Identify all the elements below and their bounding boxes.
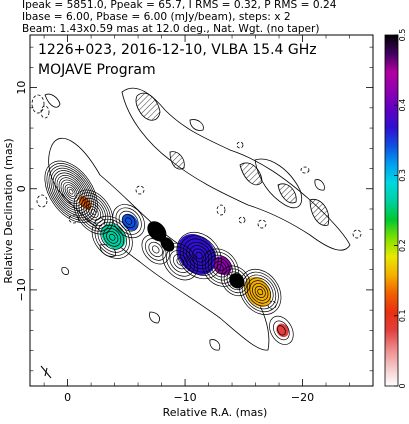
intensity-contour (210, 257, 230, 278)
y-axis-label: Relative Declination (mas) (2, 138, 15, 283)
intensity-contour (103, 227, 122, 247)
intensity-contour (85, 203, 102, 221)
intensity-contour (176, 231, 222, 280)
y-tick-label: 0 (15, 185, 28, 192)
intensity-contour (201, 248, 239, 287)
intensity-contour (241, 271, 279, 313)
intensity-contour (73, 189, 114, 235)
intensity-contour (213, 261, 227, 275)
intensity-contour (216, 264, 224, 272)
intensity-contour (252, 283, 269, 301)
intensity-contour (118, 210, 139, 232)
intensity-contour (66, 186, 76, 197)
total-intensity-contours (44, 160, 294, 345)
intensity-contour (195, 251, 203, 260)
x-tick-label: −20 (291, 391, 314, 404)
colorbar-tick-label: 0.4 (398, 99, 407, 112)
intensity-contour (182, 238, 216, 273)
beam-marker (40, 365, 52, 379)
intensity-contour (60, 179, 82, 204)
intensity-contour (141, 234, 170, 265)
intensity-contour (58, 177, 84, 207)
intensity-contour (204, 251, 236, 284)
map-title: 1226+023, 2016-12-10, VLBA 15.4 GHz (38, 42, 317, 58)
header-stats-line-2: Ibase = 6.00, Pbase = 6.00 (mJy/beam), s… (22, 11, 291, 23)
x-tick-label: 0 (64, 391, 71, 404)
intensity-contour (269, 315, 294, 345)
intensity-contour (145, 238, 167, 261)
intensity-contour (162, 242, 199, 281)
x-tick-label: −10 (173, 391, 196, 404)
intensity-contour (239, 268, 282, 315)
intensity-contour (148, 241, 163, 258)
colorbar-tick-label: 0 (398, 383, 407, 388)
header-beam-line: Beam: 1.43x0.59 mas at 12.0 deg., Nat. W… (22, 23, 320, 35)
intensity-contour (244, 274, 277, 310)
intensity-contour (88, 206, 99, 218)
intensity-contour (46, 163, 96, 221)
intensity-contour (232, 277, 239, 285)
intensity-contour (254, 285, 266, 298)
x-axis-label: Relative R.A. (mas) (163, 406, 268, 419)
intensity-contour (52, 170, 90, 214)
axes: 0 −10 −20 10 0 −10 (15, 35, 373, 404)
intensity-contour (169, 250, 192, 273)
polarized-intensity-layer (78, 196, 289, 338)
intensity-contour (173, 253, 188, 270)
colorbar-tick-label: 0.2 (398, 239, 407, 252)
intensity-contour (64, 184, 78, 200)
intensity-contour (207, 254, 233, 281)
intensity-contour (94, 218, 130, 256)
intensity-contour (277, 325, 286, 336)
header-stats-line-1: Ipeak = 5851.0, Ppeak = 65.7, I RMS = 0.… (22, 0, 337, 11)
intensity-contour (125, 217, 133, 225)
intensity-contour (112, 204, 145, 239)
intensity-contour (50, 167, 92, 216)
y-tick-label: 10 (15, 81, 28, 95)
intensity-contour (192, 248, 206, 263)
intensity-contour (44, 160, 98, 223)
intensity-contour (249, 280, 271, 304)
intensity-contour (56, 174, 86, 209)
intensity-contour (108, 233, 116, 241)
intensity-contour (121, 214, 136, 229)
intensity-contour (100, 224, 125, 250)
intensity-contour (90, 208, 97, 216)
intensity-contour (176, 257, 185, 266)
intensity-contour (97, 221, 127, 253)
colorbar: 0 0.1 0.2 0.3 0.4 0.5 (384, 29, 407, 389)
y-tick-label: −10 (15, 278, 28, 301)
intensity-contour (151, 245, 160, 254)
intensity-contour (273, 320, 290, 341)
colorbar-tick-label: 0.3 (398, 169, 407, 182)
colorbar-tick-label: 0.1 (398, 309, 407, 322)
intensity-contour (48, 165, 94, 219)
intensity-contour (83, 200, 104, 224)
intensity-contour (246, 277, 274, 307)
intensity-contour (54, 172, 88, 212)
outer-contours (44, 87, 351, 351)
intensity-contour (106, 230, 119, 244)
intensity-contour (115, 207, 142, 235)
polarization-blob (147, 221, 167, 242)
hatched-regions (135, 92, 330, 226)
intensity-contour (68, 189, 74, 195)
intensity-contour (189, 245, 210, 266)
map-subtitle: MOJAVE Program (38, 62, 156, 78)
map-content (31, 87, 362, 379)
intensity-contour (257, 288, 264, 296)
colorbar-tick-label: 0.5 (398, 29, 407, 42)
colorbar-gradient (384, 34, 399, 387)
plot-frame (29, 34, 374, 387)
